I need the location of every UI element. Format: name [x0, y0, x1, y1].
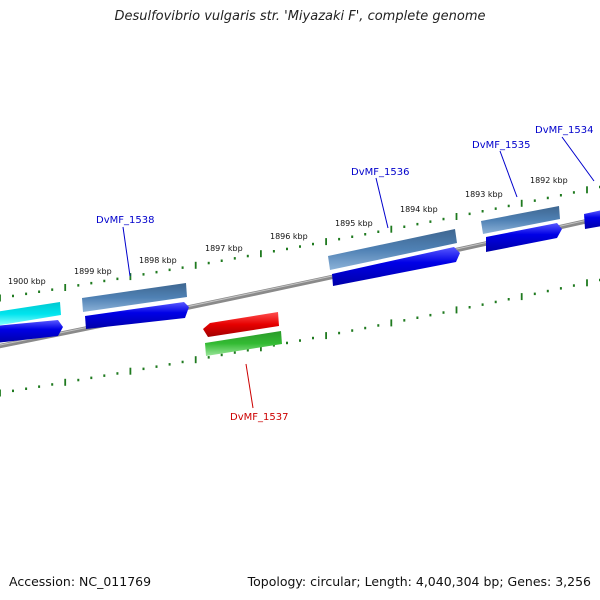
- gene-label-dvmf-1534[interactable]: DvMF_1534: [535, 125, 593, 136]
- tick-label-1900kbp: 1900 kbp: [8, 277, 46, 286]
- leader-dvmf-1534: [561, 136, 595, 182]
- gene-dvmf-1538[interactable]: [82, 283, 187, 312]
- gene-dvmf-1536[interactable]: [328, 229, 457, 270]
- outer-tick-ring: [0, 185, 600, 302]
- tick-label-1895kbp: 1895 kbp: [335, 219, 373, 228]
- leader-dvmf-1538: [122, 226, 131, 277]
- cds-dvmf-1536[interactable]: [332, 247, 460, 286]
- tick-label-1897kbp: 1897 kbp: [205, 244, 243, 253]
- tick-label-1894kbp: 1894 kbp: [400, 205, 438, 214]
- gene-cyan-left[interactable]: [0, 302, 61, 326]
- tick-label-1896kbp: 1896 kbp: [270, 232, 308, 241]
- tick-label-1892kbp: 1892 kbp: [530, 176, 568, 185]
- cds-dvmf-1537[interactable]: [203, 312, 279, 337]
- accession-text: Accession: NC_011769: [9, 574, 152, 589]
- cds-blue-left[interactable]: [0, 320, 63, 343]
- tick-label-1893kbp: 1893 kbp: [465, 190, 503, 199]
- gene-label-dvmf-1535[interactable]: DvMF_1535: [472, 140, 530, 151]
- leader-dvmf-1536: [375, 177, 389, 229]
- cds-dvmf-1538[interactable]: [85, 302, 189, 329]
- leader-dvmf-1535: [499, 150, 518, 198]
- cds-dvmf-1534[interactable]: [584, 210, 600, 229]
- genome-title: Desulfovibrio vulgaris str. 'Miyazaki F'…: [114, 9, 486, 24]
- gene-dvmf-1535[interactable]: [481, 206, 560, 234]
- tick-label-1898kbp: 1898 kbp: [139, 256, 177, 265]
- genome-summary-text: Topology: circular; Length: 4,040,304 bp…: [247, 574, 591, 589]
- gene-label-dvmf-1538[interactable]: DvMF_1538: [96, 215, 154, 226]
- leader-dvmf-1537: [245, 363, 254, 409]
- inner-tick-ring: [0, 278, 600, 397]
- gene-label-dvmf-1536[interactable]: DvMF_1536: [351, 167, 409, 178]
- gene-dvmf-1537[interactable]: [205, 331, 282, 356]
- cds-dvmf-1535[interactable]: [486, 223, 562, 252]
- gene-label-dvmf-1537[interactable]: DvMF_1537: [230, 412, 288, 423]
- tick-label-1899kbp: 1899 kbp: [74, 267, 112, 276]
